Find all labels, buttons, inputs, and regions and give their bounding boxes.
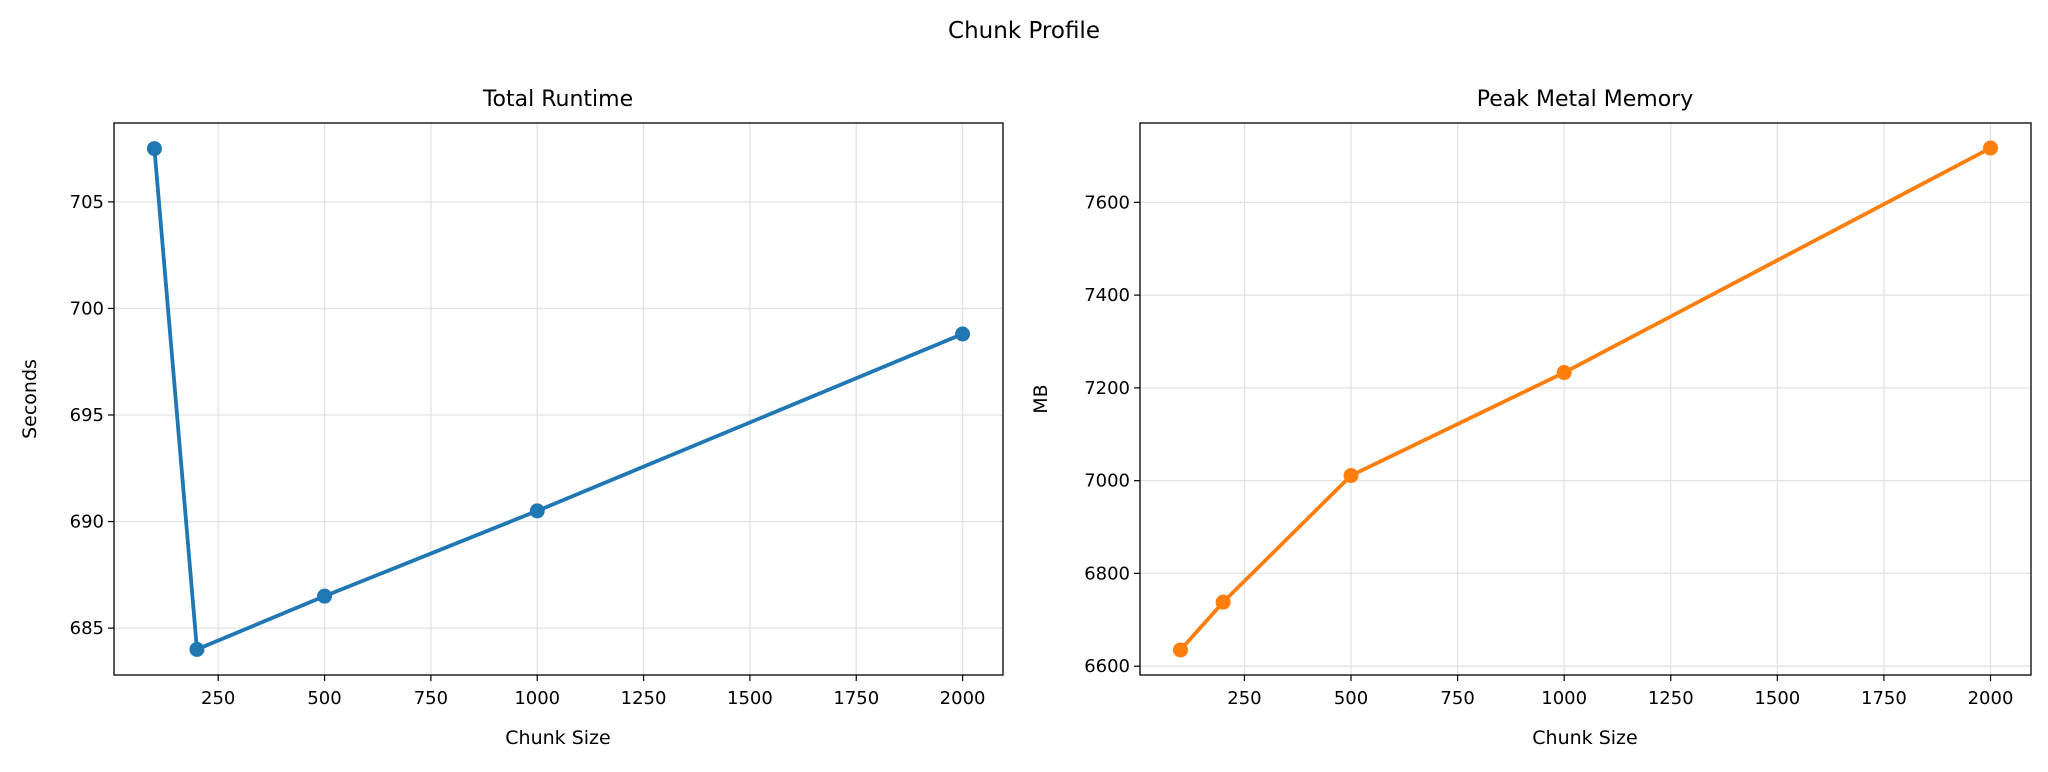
- memory-data-point: [1983, 140, 1998, 156]
- memory-y-tick-label: 6600: [1084, 656, 1130, 677]
- runtime-data-point: [189, 641, 205, 657]
- memory-x-tick-label: 2000: [1968, 688, 2014, 709]
- memory-y-axis-label: MB: [1030, 384, 1052, 413]
- runtime-chart: Total Runtime Chunk Size Seconds 250 500 7…: [19, 87, 1004, 749]
- memory-chart-title: Peak Metal Memory: [1477, 87, 1693, 112]
- memory-x-tick-label: 1250: [1648, 688, 1694, 709]
- runtime-series-line: [152, 148, 964, 652]
- memory-y-tick-label: 7000: [1084, 471, 1130, 492]
- memory-series-line: [1179, 146, 1992, 652]
- runtime-y-tick-label: 685: [70, 618, 104, 639]
- memory-data-point: [1215, 594, 1231, 610]
- runtime-y-axis-label: Seconds: [19, 359, 41, 439]
- runtime-x-tick-label: 1000: [514, 688, 560, 709]
- runtime-x-tick-label: 1750: [833, 688, 879, 709]
- memory-data-point: [1343, 468, 1359, 484]
- memory-x-tick-label: 750: [1440, 688, 1474, 709]
- runtime-x-axis-label: Chunk Size: [505, 727, 610, 749]
- memory-y-tick-label: 7200: [1084, 378, 1130, 399]
- runtime-y-tick-label: 705: [70, 192, 104, 213]
- memory-x-tick-label: 1500: [1754, 688, 1800, 709]
- memory-x-tick-label: 500: [1334, 688, 1368, 709]
- memory-chart: Peak Metal Memory Chunk Size MB 250 500 75…: [1030, 87, 2032, 749]
- runtime-x-tick-label: 2000: [940, 688, 986, 709]
- runtime-x-tick-label: 750: [414, 688, 448, 709]
- runtime-x-tick-label: 250: [201, 688, 235, 709]
- runtime-data-point: [317, 588, 333, 604]
- runtime-data-point: [955, 326, 971, 342]
- runtime-x-tick-label: 500: [307, 688, 341, 709]
- memory-x-tick-label: 1000: [1541, 688, 1587, 709]
- runtime-y-tick-label: 695: [70, 405, 104, 426]
- memory-axes-frame: [1139, 122, 2032, 676]
- memory-data-point: [1556, 365, 1572, 381]
- runtime-data-point: [146, 141, 162, 157]
- memory-x-tick-label: 1750: [1861, 688, 1907, 709]
- runtime-x-tick-label: 1250: [621, 688, 667, 709]
- memory-data-point: [1173, 642, 1188, 658]
- memory-y-tick-label: 6800: [1084, 563, 1130, 584]
- runtime-data-point: [529, 503, 545, 519]
- runtime-y-tick-label: 700: [70, 298, 104, 319]
- figure-title: Chunk Profile: [948, 18, 1100, 44]
- memory-x-tick-label: 250: [1227, 688, 1261, 709]
- runtime-x-tick-label: 1500: [727, 688, 773, 709]
- memory-x-axis-label: Chunk Size: [1532, 727, 1637, 749]
- runtime-axes-frame: [113, 122, 1004, 676]
- memory-y-tick-label: 7600: [1084, 192, 1130, 213]
- runtime-chart-title: Total Runtime: [482, 87, 633, 112]
- runtime-y-tick-label: 690: [70, 512, 104, 533]
- memory-y-tick-label: 7400: [1084, 285, 1130, 306]
